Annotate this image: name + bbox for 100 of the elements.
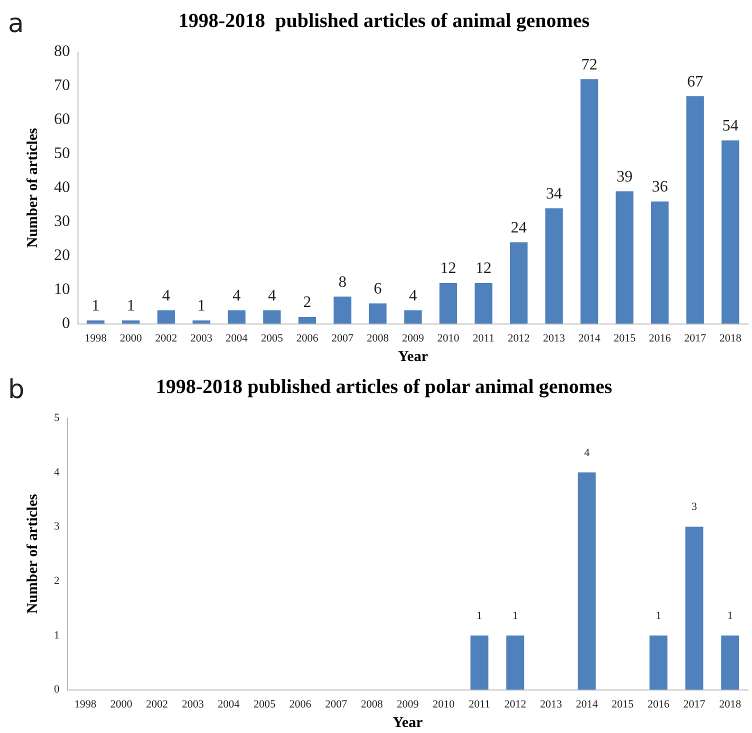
x-tick-label: 2016 — [648, 332, 672, 344]
y-tick-label: 0 — [62, 315, 70, 332]
data-label: 24 — [510, 219, 527, 236]
x-tick-label: 2013 — [540, 698, 563, 710]
x-tick-label: 2009 — [396, 698, 420, 710]
y-tick-label: 70 — [54, 77, 70, 94]
x-tick-label: 2011 — [472, 332, 494, 344]
bar — [580, 79, 598, 324]
data-label: 1 — [512, 610, 518, 622]
x-tick-label: 2010 — [437, 332, 460, 344]
bar — [722, 140, 740, 324]
x-axis-title: Year — [398, 348, 428, 365]
y-tick-label: 30 — [54, 213, 70, 230]
data-label: 39 — [616, 168, 633, 186]
data-label: 1 — [476, 610, 482, 622]
data-label: 1 — [727, 610, 733, 622]
x-tick-label: 2007 — [325, 698, 348, 710]
x-tick-label: 2005 — [260, 332, 284, 344]
bar — [616, 191, 634, 324]
x-tick-label: 1998 — [84, 332, 108, 344]
bar — [474, 283, 492, 324]
x-tick-label: 2015 — [612, 698, 634, 710]
x-tick-label: 2009 — [402, 332, 424, 344]
x-tick-label: 2002 — [155, 332, 178, 344]
x-tick-label: 2003 — [182, 698, 204, 710]
x-tick-label: 2018 — [719, 332, 742, 344]
x-tick-label: 2004 — [226, 332, 248, 344]
bar — [651, 201, 669, 324]
bar — [334, 296, 352, 324]
y-tick-label: 3 — [54, 520, 60, 533]
x-tick-label: 2014 — [576, 698, 598, 710]
bar — [157, 310, 175, 324]
x-tick-label: 2018 — [719, 698, 742, 710]
y-tick-label: 60 — [54, 111, 70, 128]
x-tick-label: 2017 — [683, 698, 706, 710]
data-label: 1 — [197, 298, 206, 315]
bar — [368, 303, 387, 324]
data-label: 4 — [409, 287, 417, 304]
y-tick-label: 1 — [54, 629, 60, 642]
data-label: 54 — [722, 118, 738, 135]
data-label: 36 — [652, 178, 668, 196]
x-tick-label: 2003 — [190, 332, 213, 344]
y-tick-label: 5 — [54, 412, 60, 424]
x-tick-label: 2016 — [647, 698, 670, 710]
y-tick-label: 2 — [54, 574, 60, 587]
bar — [228, 310, 246, 324]
data-label: 4 — [584, 446, 590, 459]
x-tick-label: 2013 — [543, 332, 566, 344]
x-tick-label: 2000 — [110, 698, 133, 710]
data-label: 6 — [374, 280, 382, 298]
bar — [506, 635, 524, 690]
y-tick-label: 20 — [54, 247, 70, 264]
chart-title: 1998-2018 published articles of animal genomes — [178, 10, 590, 32]
bar — [650, 635, 668, 690]
data-label: 72 — [581, 56, 598, 74]
bar — [721, 635, 740, 690]
x-axis-title: Year — [392, 714, 424, 731]
bar — [404, 310, 422, 324]
data-label: 4 — [162, 287, 170, 304]
x-tick-label: 2010 — [432, 698, 456, 710]
y-tick-label: 50 — [54, 145, 70, 162]
x-tick-label: 1998 — [74, 698, 97, 710]
chart-title: 1998-2018 published articles of polar animal genomes — [156, 376, 612, 398]
y-tick-label: 80 — [54, 43, 70, 60]
data-label: 4 — [268, 287, 276, 304]
x-tick-label: 2015 — [614, 332, 636, 344]
y-tick-label: 40 — [54, 179, 70, 196]
data-label: 3 — [692, 501, 698, 514]
x-tick-label: 2017 — [684, 332, 707, 344]
text: b — [8, 374, 25, 405]
x-tick-label: 2012 — [504, 698, 526, 710]
x-tick-label: 2008 — [366, 332, 390, 344]
data-label: 12 — [440, 260, 456, 278]
x-tick-label: 2007 — [331, 332, 354, 344]
data-label: 2 — [303, 294, 312, 312]
x-tick-label: 2005 — [253, 698, 276, 710]
bar — [545, 208, 563, 324]
x-tick-label: 2004 — [218, 698, 240, 710]
y-tick-label: 10 — [54, 281, 70, 298]
y-axis-title: Number of articles — [24, 128, 41, 248]
bar — [439, 283, 458, 324]
x-tick-label: 2008 — [360, 698, 384, 710]
data-label: 12 — [476, 260, 492, 278]
y-tick-label: 0 — [54, 684, 60, 696]
data-label: 8 — [338, 274, 346, 291]
bar — [470, 635, 488, 690]
data-label: 1 — [92, 298, 100, 315]
y-axis-title: Number of articles — [24, 494, 41, 614]
x-tick-label: 2011 — [468, 698, 490, 710]
x-tick-label: 2014 — [578, 332, 601, 344]
data-label: 4 — [232, 287, 241, 304]
text: a — [8, 8, 24, 39]
bar — [510, 242, 528, 324]
data-label: 1 — [656, 610, 662, 622]
bar — [578, 472, 596, 690]
data-label: 67 — [687, 73, 704, 90]
x-tick-label: 2002 — [146, 698, 168, 710]
x-tick-label: 2000 — [120, 332, 142, 344]
x-tick-label: 2006 — [289, 698, 312, 710]
x-tick-label: 2012 — [508, 332, 530, 344]
